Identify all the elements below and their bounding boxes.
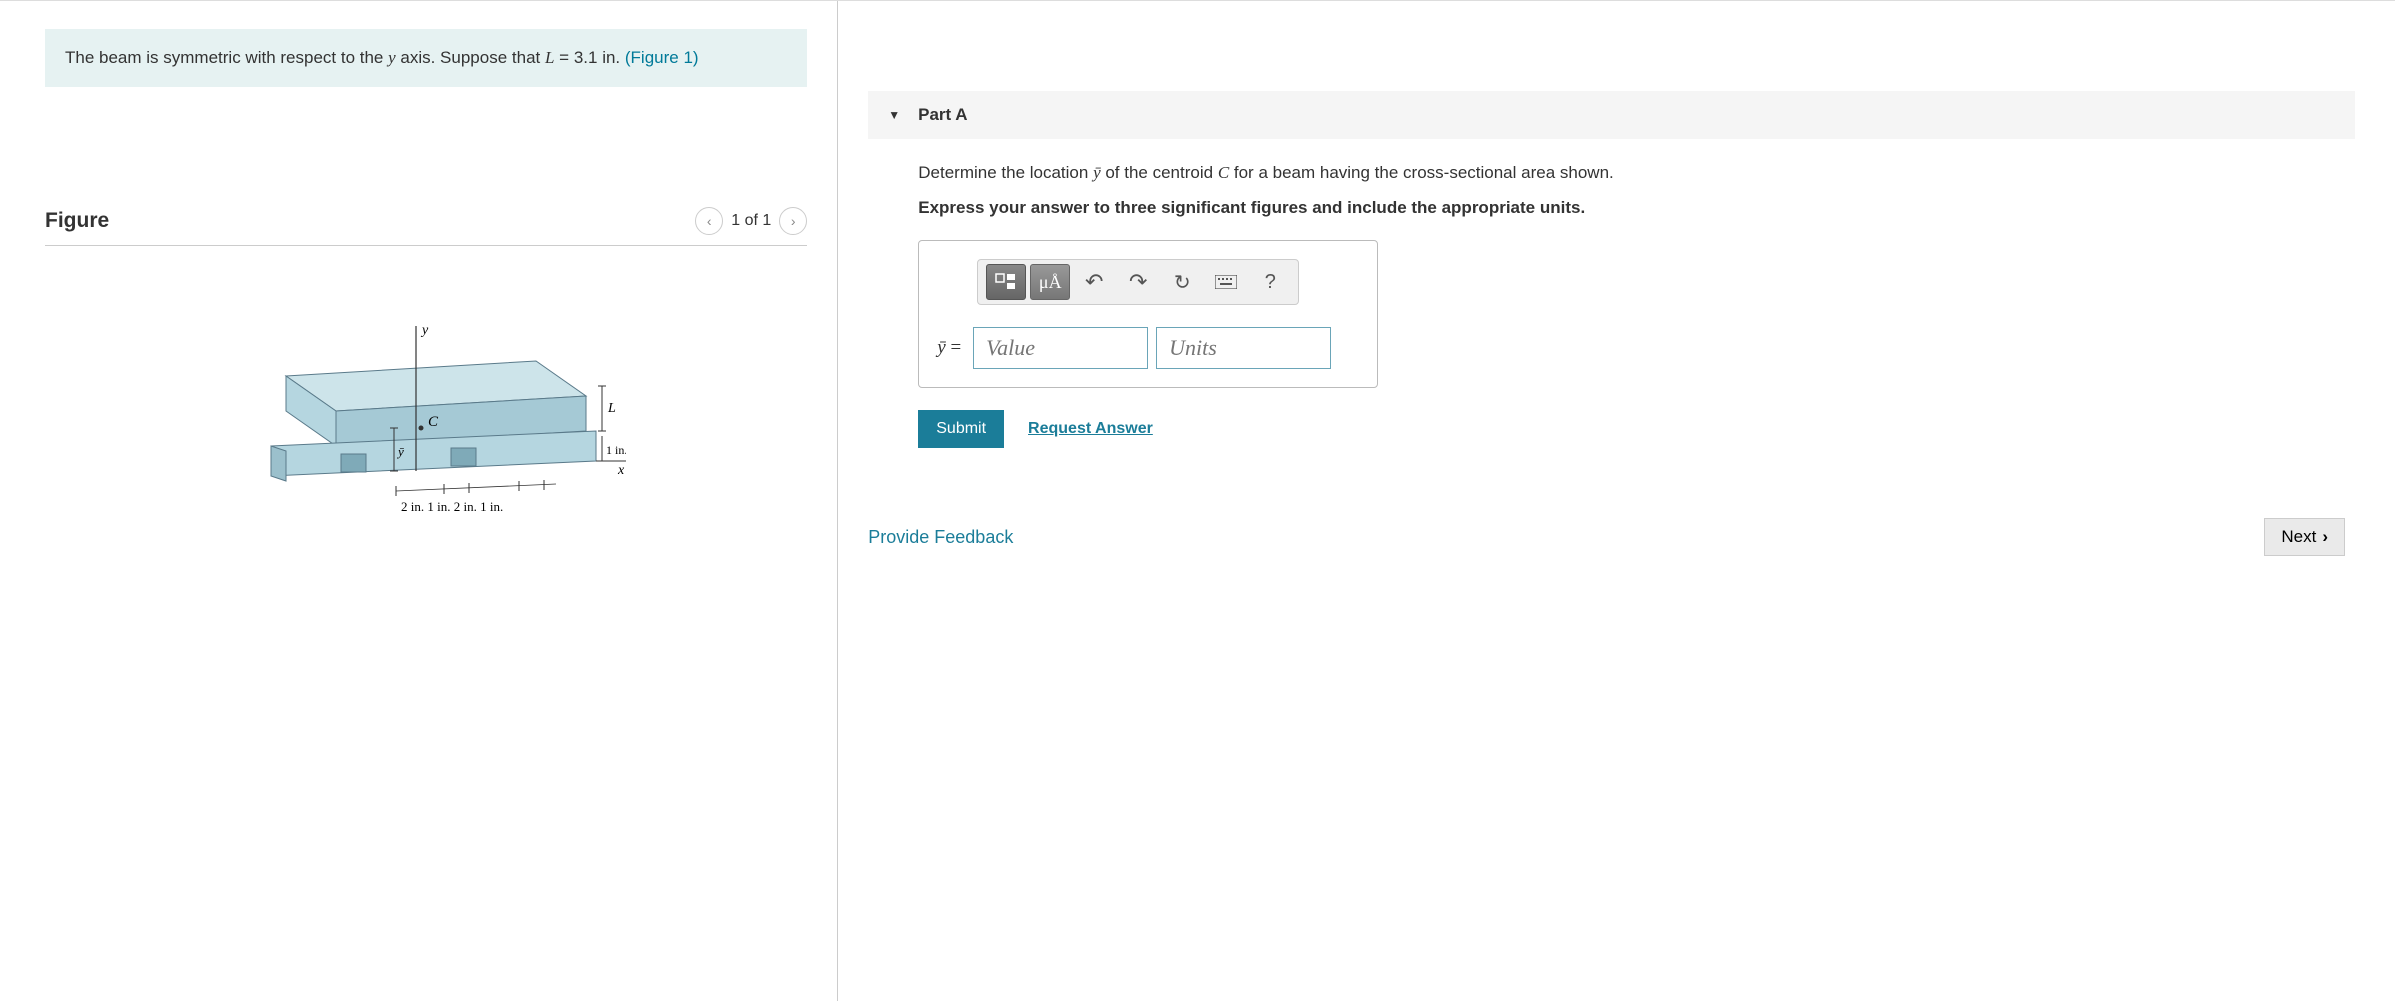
unit-text: in. <box>602 48 620 67</box>
special-chars-button[interactable]: μÅ <box>1030 264 1070 300</box>
request-answer-link[interactable]: Request Answer <box>1028 420 1153 438</box>
next-button[interactable]: Next › <box>2264 518 2345 556</box>
figure-counter: 1 of 1 <box>731 212 771 230</box>
figure-nav: ‹ 1 of 1 › <box>695 207 807 235</box>
x-axis-label: x <box>617 463 625 478</box>
figure-prev-button[interactable]: ‹ <box>695 207 723 235</box>
question-text: Determine the location ȳ of the centroid… <box>918 159 2355 186</box>
submit-button[interactable]: Submit <box>918 410 1004 448</box>
answer-toolbar: μÅ ↶ ↷ ↻ ? <box>977 259 1299 305</box>
next-label: Next <box>2281 527 2316 547</box>
centroid-label: C <box>428 414 439 430</box>
problem-text-mid: axis. Suppose that <box>396 48 545 67</box>
one-in-label: 1 in. <box>606 443 626 457</box>
figure-next-button[interactable]: › <box>779 207 807 235</box>
chevron-right-icon: › <box>2322 527 2328 547</box>
figure-link[interactable]: (Figure 1) <box>625 48 699 67</box>
y-axis-label: y <box>420 323 429 338</box>
figure-image: y x C ȳ L <box>45 306 807 536</box>
problem-text: The beam is symmetric with respect to th… <box>65 48 388 67</box>
bottom-dims: 2 in. 1 in. 2 in. 1 in. <box>401 499 503 514</box>
input-label: ȳ = <box>937 337 961 359</box>
templates-button[interactable] <box>986 264 1026 300</box>
part-title: Part A <box>918 105 967 125</box>
reset-button[interactable]: ↻ <box>1162 264 1202 300</box>
units-input[interactable] <box>1156 327 1331 369</box>
keyboard-button[interactable] <box>1206 264 1246 300</box>
undo-button[interactable]: ↶ <box>1074 264 1114 300</box>
provide-feedback-link[interactable]: Provide Feedback <box>868 527 1013 548</box>
answer-box: μÅ ↶ ↷ ↻ ? ȳ = <box>918 240 1378 388</box>
L-dim-label: L <box>607 401 616 416</box>
axis-var: y <box>388 48 396 67</box>
C-var: C <box>1218 163 1229 182</box>
problem-statement: The beam is symmetric with respect to th… <box>45 29 807 87</box>
beam-diagram: y x C ȳ L <box>226 306 626 536</box>
ybar-var: ȳ <box>1093 163 1101 182</box>
figure-title: Figure <box>45 209 109 233</box>
collapse-icon: ▼ <box>888 108 900 122</box>
instruction-text: Express your answer to three significant… <box>918 198 2355 218</box>
help-button[interactable]: ? <box>1250 264 1290 300</box>
ybar-dim-label: ȳ <box>396 444 404 459</box>
redo-button[interactable]: ↷ <box>1118 264 1158 300</box>
eq-text: = 3.1 <box>554 48 602 67</box>
part-header[interactable]: ▼ Part A <box>868 91 2355 139</box>
value-input[interactable] <box>973 327 1148 369</box>
